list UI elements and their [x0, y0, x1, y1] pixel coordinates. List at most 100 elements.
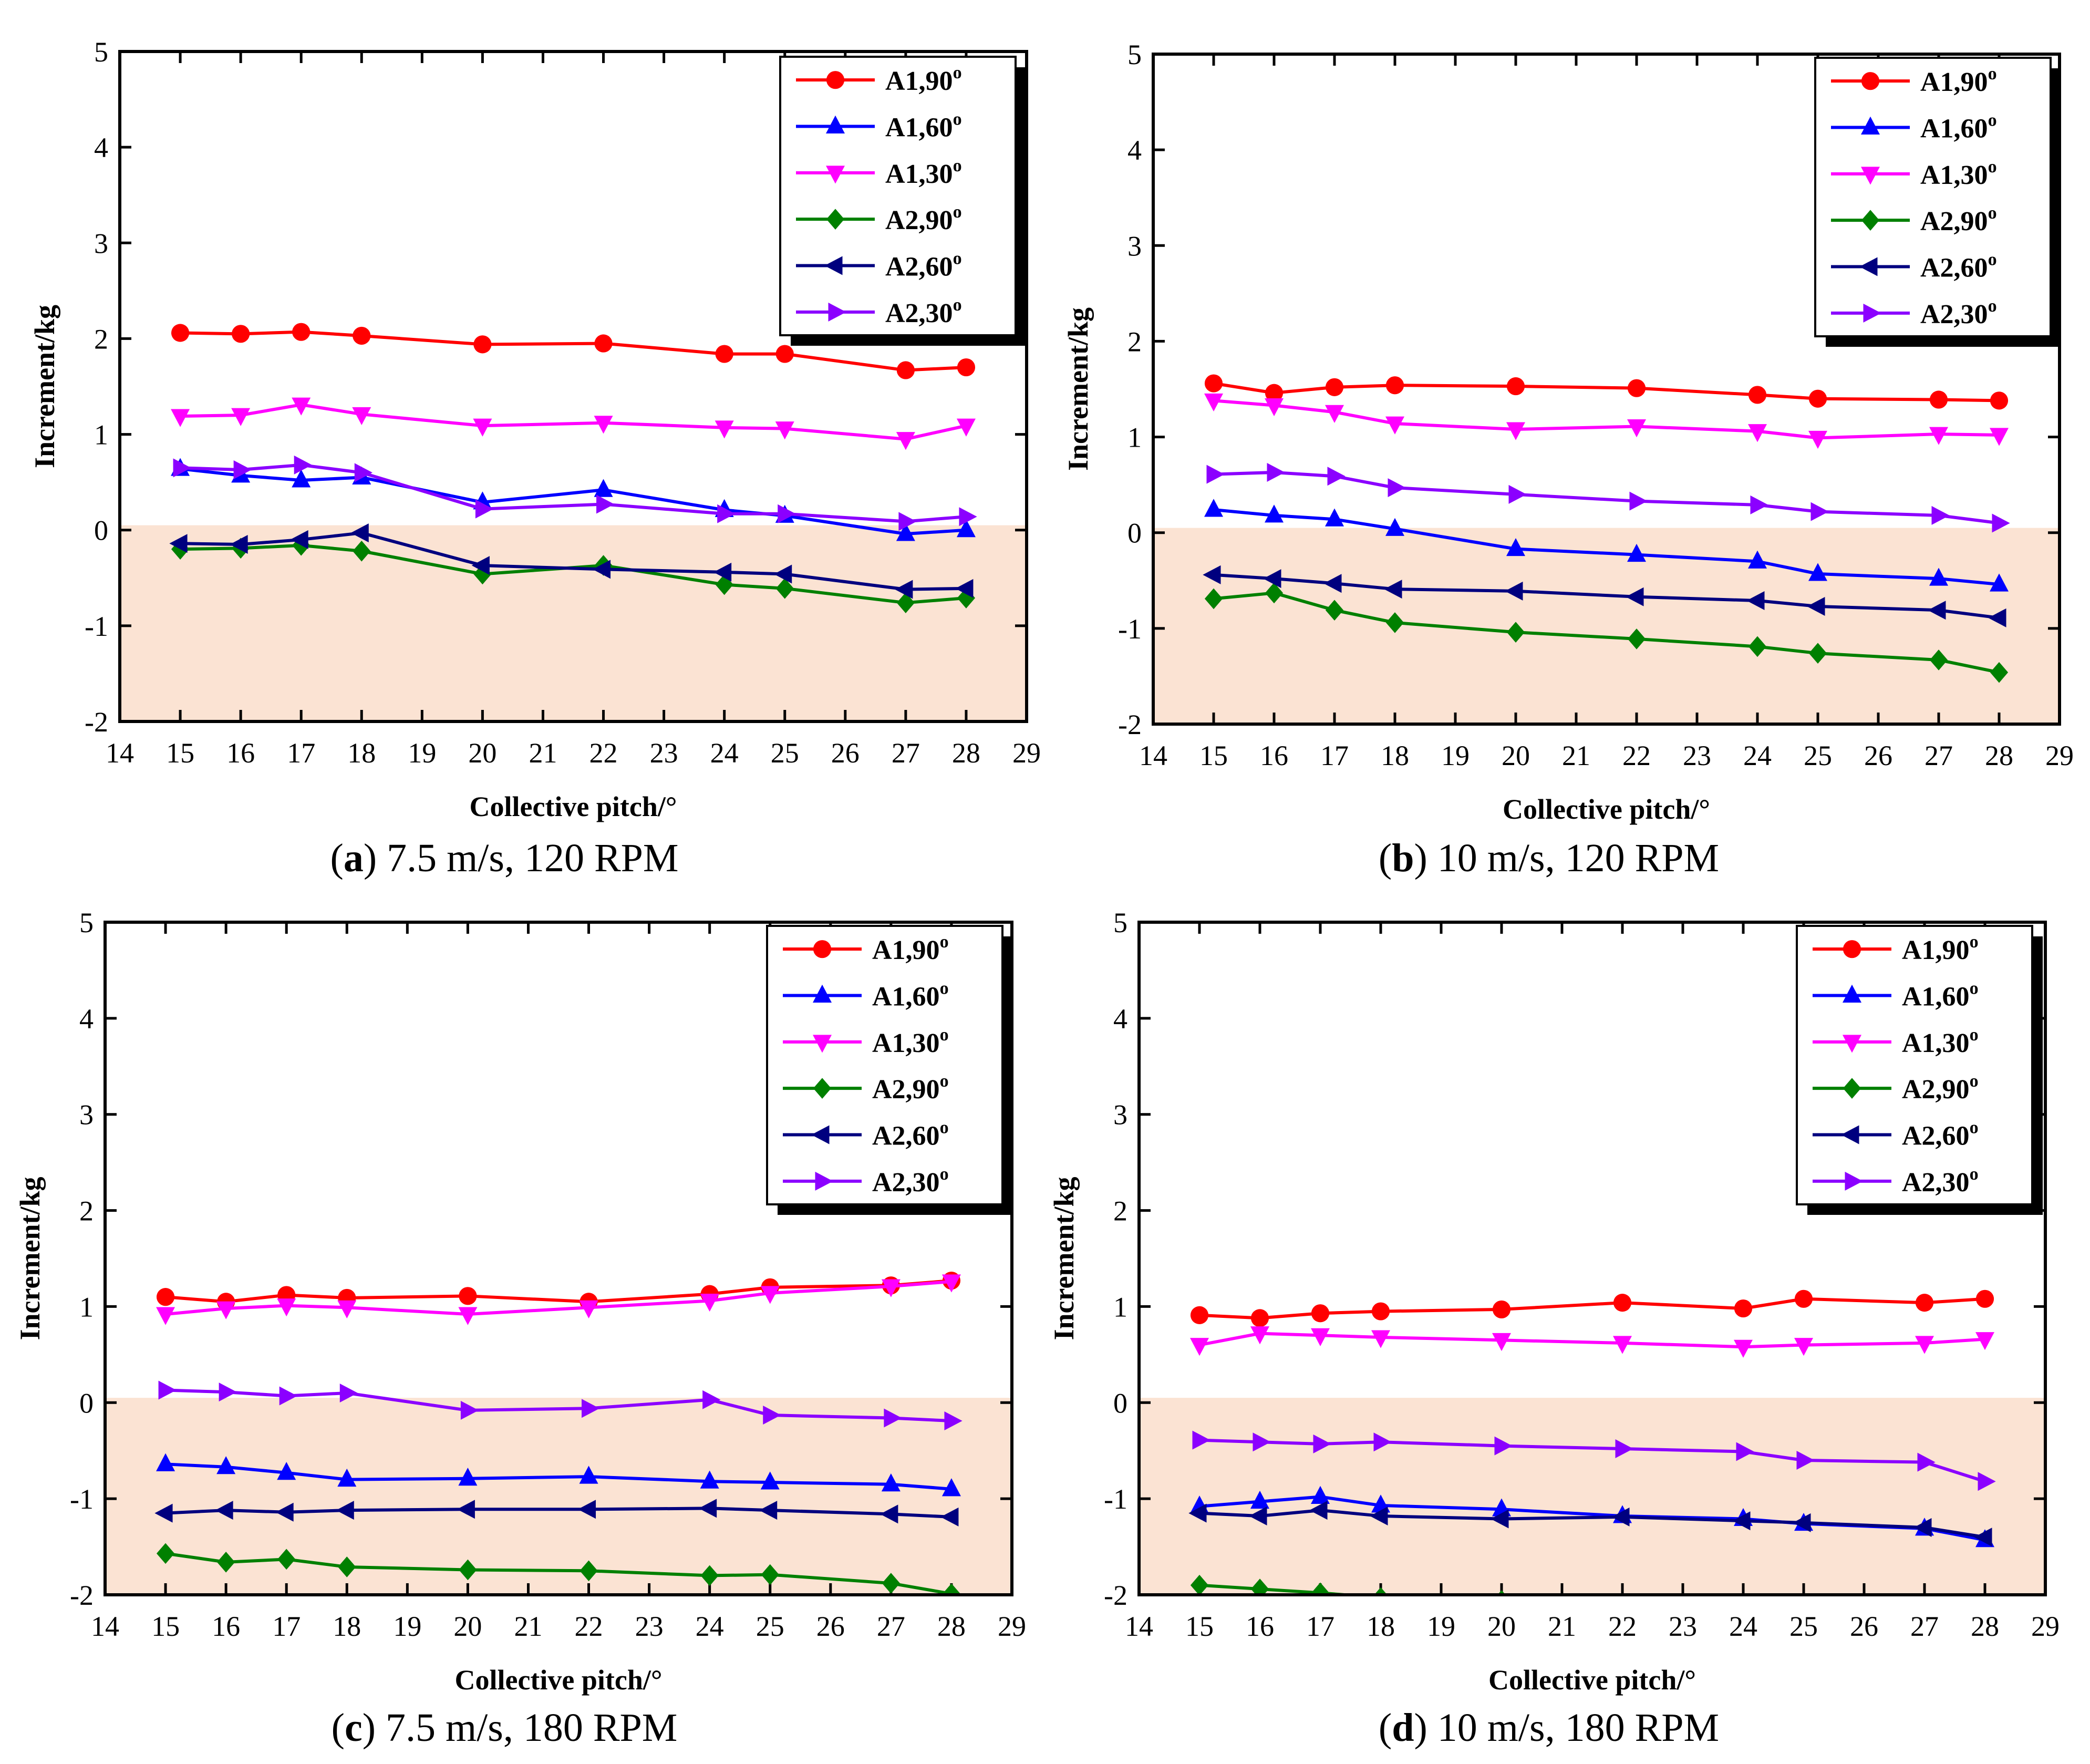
data-point-A2_60	[1732, 1511, 1751, 1531]
data-point-A2_30	[959, 507, 977, 527]
data-point-A1_60	[1250, 1490, 1269, 1509]
y-tick-label: 0	[1113, 1387, 1127, 1419]
data-point-A1_30	[1929, 427, 1948, 445]
data-point-A1_90	[896, 361, 915, 379]
legend-marker-A1_90	[1843, 940, 1861, 958]
legend-a: A1,90o A1,60o A1,30o A2,90o A2,60o A2,30o	[779, 56, 1026, 346]
data-point-A1_60	[1990, 573, 2009, 592]
x-tick-label: 26	[831, 737, 860, 769]
data-point-A1_60	[1385, 518, 1404, 536]
data-point-A2_90	[459, 1559, 477, 1581]
x-tick-label: 24	[710, 737, 739, 769]
y-tick-label: -1	[1104, 1483, 1127, 1515]
x-tick-label: 15	[1185, 1611, 1214, 1642]
y-tick-label: 4	[1127, 135, 1142, 166]
x-axis-label: Collective pitch/°	[1503, 793, 1710, 825]
data-point-A2_30	[173, 458, 191, 478]
data-point-A1_90	[1627, 379, 1646, 397]
data-point-A2_60	[1384, 580, 1402, 599]
y-tick-label: -2	[70, 1580, 94, 1611]
data-point-A2_60	[759, 1501, 778, 1520]
series-line-A1_90	[180, 330, 967, 372]
legend-marker-A2_90	[1861, 210, 1880, 231]
data-point-A2_60	[471, 556, 490, 575]
data-point-A2_60	[215, 1501, 233, 1520]
x-tick-label: 29	[2045, 740, 2074, 771]
data-point-A2_90	[1374, 1587, 1388, 1595]
caption-c: (c) 7.5 m/s, 180 RPM	[331, 1706, 678, 1750]
data-point-A1_30	[458, 1307, 478, 1325]
x-tick-label: 24	[696, 1611, 724, 1642]
legend-label-A2_60: A2,60o	[1902, 1118, 1979, 1151]
data-point-A1_30	[1204, 393, 1223, 412]
data-point-A1_90	[1734, 1299, 1753, 1318]
chart-b: 14 15 16 17 18 19 20 21 22 23 24 25 26 27 28 29-2-10123…	[1062, 39, 2074, 825]
data-point-A2_60	[592, 560, 611, 579]
data-point-A2_60	[1188, 1503, 1207, 1523]
x-tick-label: 18	[333, 1611, 361, 1642]
x-tick-label: 15	[151, 1611, 180, 1642]
data-point-A2_60	[698, 1499, 717, 1518]
legend-marker-A1_30	[1861, 167, 1880, 185]
legend-d: A1,90o A1,60o A1,30o A2,90o A2,60o A2,30o	[1796, 925, 2043, 1215]
x-tick-label: 16	[1246, 1611, 1274, 1642]
plot-frame-c	[104, 921, 1013, 1596]
data-point-A1_60	[156, 1453, 175, 1471]
data-point-A1_30	[473, 418, 492, 437]
legend-box	[1814, 57, 2052, 337]
x-tick-label: 25	[1789, 1611, 1818, 1642]
x-tick-label: 22	[589, 737, 618, 769]
data-point-A1_60	[1627, 543, 1646, 562]
data-point-A1_90	[292, 323, 311, 341]
legend-box	[1796, 925, 2033, 1205]
data-point-A2_90	[1990, 662, 2009, 683]
data-point-A1_60	[594, 479, 613, 497]
data-point-A1_60	[1748, 550, 1767, 569]
x-tick-label: 28	[937, 1611, 966, 1642]
data-point-A2_60	[290, 530, 308, 549]
data-point-A2_60	[154, 1503, 173, 1523]
y-tick-label: 5	[94, 36, 108, 68]
legend-marker-A2_60	[811, 1125, 830, 1144]
y-tick-label: 2	[1127, 326, 1142, 357]
data-point-A1_60	[1929, 568, 1948, 586]
x-tick-label: 14	[1125, 1611, 1153, 1642]
series-line-A1_90	[165, 1279, 952, 1304]
y-tick-label: 2	[1113, 1195, 1127, 1227]
x-tick-label: 16	[226, 737, 255, 769]
x-tick-label: 25	[771, 737, 799, 769]
data-point-A2_30	[1978, 1472, 1996, 1491]
data-point-A1_30	[171, 409, 190, 427]
y-tick-label: -1	[85, 611, 108, 642]
series-line-A2_90	[1213, 591, 2000, 674]
data-point-A1_30	[760, 1286, 780, 1304]
data-point-A2_60	[336, 1501, 354, 1520]
data-point-A1_90	[1190, 1306, 1209, 1324]
x-tick-label: 20	[453, 1611, 482, 1642]
data-point-A2_90	[1250, 1579, 1269, 1595]
y-tick-label: 3	[79, 1099, 94, 1131]
x-tick-label: 14	[106, 737, 134, 769]
data-point-A1_30	[231, 408, 251, 426]
legend-marker-A1_60	[813, 984, 832, 1003]
x-tick-label: 17	[1306, 1611, 1334, 1642]
legend-label-A1_90: A1,90o	[872, 932, 949, 965]
data-point-A1_90	[459, 1287, 477, 1305]
data-point-A1_30	[1250, 1326, 1269, 1345]
data-point-A2_90	[896, 592, 915, 613]
x-tick-label: 19	[408, 737, 436, 769]
data-point-A1_90	[1265, 384, 1284, 402]
caption-a: (a) 7.5 m/s, 120 RPM	[330, 836, 679, 880]
y-tick-label: 1	[1127, 422, 1142, 453]
x-tick-label: 17	[1320, 740, 1349, 771]
legend-label-A2_60: A2,60o	[872, 1118, 949, 1151]
legend-marker-A2_90	[1843, 1078, 1861, 1099]
x-tick-label: 19	[393, 1611, 421, 1642]
series-line-A1_60	[165, 1462, 952, 1491]
data-point-A1_30	[1734, 1339, 1753, 1358]
data-point-A2_30	[1327, 467, 1346, 486]
series-line-A2_30	[180, 463, 967, 523]
data-point-A1_90	[1613, 1294, 1632, 1312]
y-tick-label: 2	[94, 323, 108, 355]
data-point-A2_60	[955, 579, 974, 598]
